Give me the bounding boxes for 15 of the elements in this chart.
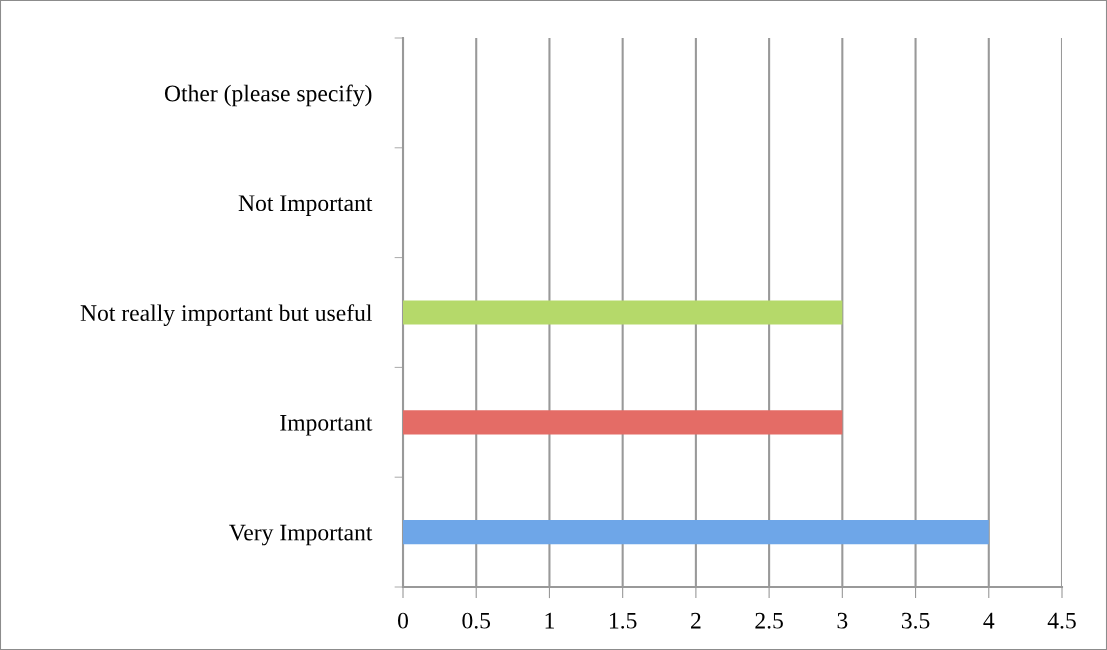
x-tick-label: 1 bbox=[545, 612, 554, 629]
x-tick-label: 4.5 bbox=[1047, 612, 1076, 629]
y-tick-label: Other (please specify) bbox=[164, 84, 372, 107]
y-tick-label: Important bbox=[280, 415, 373, 436]
x-tick-label: 0.5 bbox=[462, 612, 491, 629]
y-tick-label: Not Important bbox=[238, 195, 373, 216]
x-tick-label: 3 bbox=[837, 612, 848, 629]
x-tick-label: 4 bbox=[983, 612, 995, 629]
y-tick-label: Not really important but useful bbox=[80, 304, 372, 326]
x-tick-label: 2.5 bbox=[755, 612, 783, 629]
x-tick-label: 0 bbox=[398, 612, 408, 629]
x-tick-label: 2 bbox=[691, 612, 701, 629]
y-tick-label: Very Important bbox=[229, 524, 373, 546]
x-tick-label: 3.5 bbox=[901, 612, 930, 629]
x-tick-label: 1.5 bbox=[609, 612, 637, 629]
